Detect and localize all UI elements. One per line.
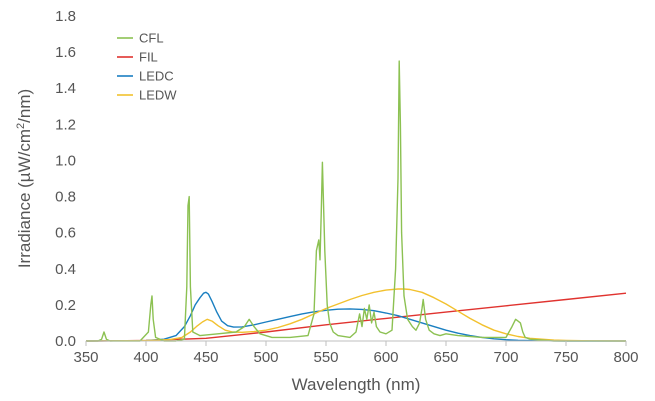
x-tick-label: 500 — [253, 349, 278, 366]
y-tick-label: 0.4 — [55, 261, 76, 278]
x-tick-label: 350 — [73, 349, 98, 366]
x-axis-ticks: 350 400 450 500 550 600 650 700 750 800 — [73, 341, 639, 366]
x-tick-label: 800 — [613, 349, 638, 366]
y-axis-ticks: 0.0 0.2 0.4 0.6 0.8 1.0 1.2 1.4 1.6 1.8 — [55, 8, 76, 350]
y-tick-label: 1.0 — [55, 152, 76, 169]
y-tick-label: 0.0 — [55, 333, 76, 350]
y-tick-label: 1.6 — [55, 44, 76, 61]
x-tick-label: 550 — [313, 349, 338, 366]
legend-label-fil: FIL — [139, 50, 158, 65]
series-line-ledc — [85, 291, 626, 342]
y-axis-title: Irradiance (µW/cm2/nm) — [15, 89, 34, 268]
series-line-cfl — [86, 60, 626, 342]
x-tick-label: 450 — [193, 349, 218, 366]
series-line-ledw — [85, 288, 627, 342]
x-tick-label: 650 — [433, 349, 458, 366]
legend-label-cfl: CFL — [139, 31, 164, 46]
y-tick-label: 0.2 — [55, 297, 76, 314]
y-tick-label: 0.6 — [55, 225, 76, 242]
y-axis-title-suffix: /nm) — [15, 89, 34, 123]
series-layer — [85, 60, 627, 342]
y-axis-title-prefix: Irradiance (µW/cm — [15, 129, 34, 268]
legend: CFL FIL LEDC LEDW — [117, 31, 177, 103]
x-tick-label: 700 — [493, 349, 518, 366]
legend-label-ledc: LEDC — [139, 69, 174, 84]
y-axis-title-superscript: 2 — [15, 123, 27, 129]
y-tick-label: 1.2 — [55, 116, 76, 133]
legend-label-ledw: LEDW — [139, 88, 177, 103]
x-axis-title: Wavelength (nm) — [292, 375, 421, 394]
y-tick-label: 0.8 — [55, 189, 76, 206]
x-tick-label: 400 — [133, 349, 158, 366]
series-line-fil — [85, 292, 627, 342]
y-tick-label: 1.8 — [55, 8, 76, 25]
y-tick-label: 1.4 — [55, 80, 76, 97]
x-tick-label: 750 — [553, 349, 578, 366]
x-tick-label: 600 — [373, 349, 398, 366]
